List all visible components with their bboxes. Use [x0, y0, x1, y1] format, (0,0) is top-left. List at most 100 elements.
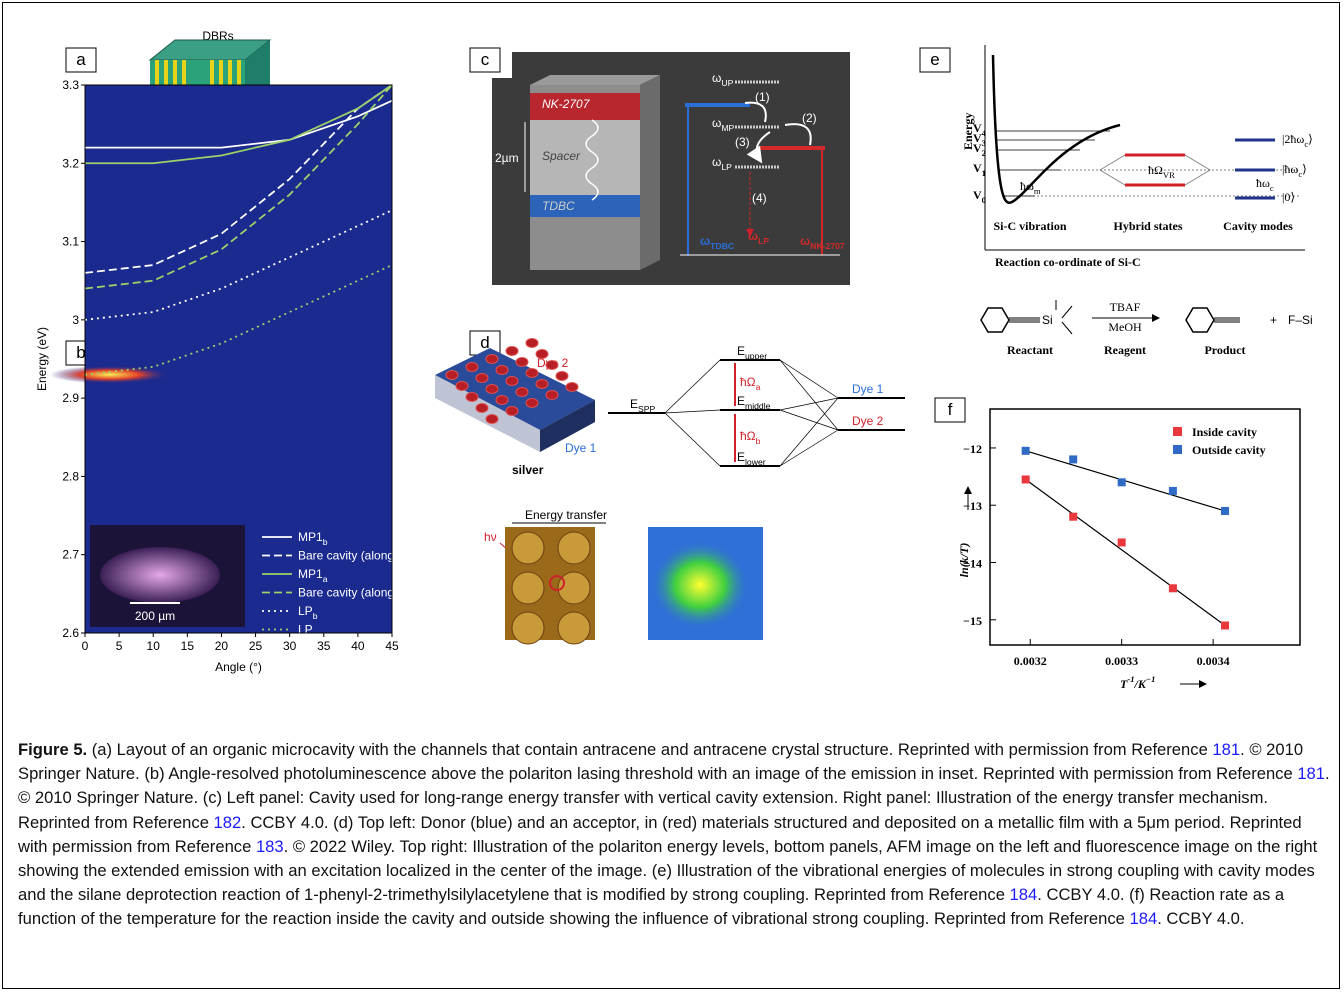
silver-label: silver — [512, 463, 544, 477]
y-tick-label: 3.2 — [62, 156, 79, 170]
text-part: TDBC — [710, 241, 734, 251]
reference-link[interactable]: 184 — [1130, 909, 1158, 928]
y-tick-label: 2.8 — [62, 469, 79, 483]
step-label: (4) — [752, 191, 767, 205]
scale-label: 200 µm — [135, 609, 175, 623]
reference-link[interactable]: 183 — [256, 837, 284, 856]
dye-spot — [546, 391, 558, 400]
text-part: 2 — [982, 148, 986, 158]
text-part: Bare cavity (along — [298, 549, 397, 563]
dye-spot — [526, 399, 538, 408]
text-part: lower — [745, 457, 766, 467]
text-part: ω — [700, 234, 710, 248]
bottom-layer-label: TDBC — [542, 199, 575, 213]
legend-label: Outside cavity — [1192, 443, 1266, 457]
x-tick-label: 10 — [147, 639, 161, 653]
alkyne — [1214, 318, 1240, 322]
dye-spot — [476, 404, 488, 413]
ket-0: |0⟩ — [1282, 190, 1295, 204]
text-part: ω — [712, 116, 721, 130]
text-part: LP — [298, 604, 313, 618]
afm-grain — [512, 572, 544, 604]
text-part: c — [1270, 183, 1274, 193]
x-tick-label: 30 — [283, 639, 297, 653]
stack-top — [530, 75, 660, 85]
data-point — [1069, 513, 1077, 521]
product-label: Product — [1204, 343, 1245, 357]
fsi-label: F–Si — [1288, 313, 1313, 327]
panel-label: b — [76, 343, 85, 362]
text-part: /K — [1134, 677, 1147, 691]
dye-spot — [496, 366, 508, 375]
dye-spot — [536, 380, 548, 389]
y-tick-label: −15 — [963, 614, 982, 628]
emission-spot — [650, 540, 750, 630]
dye-spot — [556, 372, 568, 381]
text-part: |2ħω — [1282, 132, 1304, 146]
ket-2: |2ħωc⟩ — [1282, 132, 1313, 149]
reagent-1: TBAF — [1110, 300, 1141, 314]
step-label: (3) — [735, 135, 750, 149]
panel-label: f — [948, 400, 953, 419]
stack-side — [640, 75, 660, 270]
caption-hybrid: Hybrid states — [1114, 219, 1183, 233]
text-part: ħω — [1256, 176, 1270, 190]
dye-spot — [546, 361, 558, 370]
text-part: ) — [404, 586, 408, 600]
x-tick-label: 0 — [82, 639, 89, 653]
text-part: -1 — [1127, 674, 1134, 684]
caption-text: Figure 5. — [18, 740, 87, 759]
caption-text: . CCBY 4.0. — [1157, 909, 1244, 928]
plus: + — [1270, 313, 1277, 327]
reference-link[interactable]: 184 — [1010, 885, 1038, 904]
level-dye1: Dye 1 — [852, 382, 884, 396]
text-part: |ħω — [1282, 162, 1298, 176]
dye-spot — [506, 377, 518, 386]
figure-caption: Figure 5. (a) Layout of an organic micro… — [18, 738, 1330, 932]
text-part: m — [1034, 186, 1041, 196]
thickness-label: 2µm — [495, 151, 519, 165]
text-part: 1 — [982, 168, 986, 178]
data-point — [1022, 475, 1030, 483]
panel-label: e — [930, 50, 939, 69]
reaction-axis: Reaction co-ordinate of Si-C — [995, 255, 1141, 269]
text-part: −1 — [1146, 674, 1156, 684]
inset-blob — [100, 547, 220, 603]
x-tick-label: 45 — [385, 639, 399, 653]
x-tick-label: 35 — [317, 639, 331, 653]
text-part: V — [973, 188, 982, 202]
text-part: ⟩ — [1308, 132, 1313, 146]
dye-spot — [526, 369, 538, 378]
x-axis-label: T-1/K−1 — [1120, 674, 1155, 691]
step-label: (2) — [802, 111, 817, 125]
e-upper: Eupper — [737, 344, 767, 361]
dye-spot — [566, 383, 578, 392]
spacer-label: Spacer — [542, 149, 581, 163]
y-tick-label: 2.6 — [62, 626, 79, 640]
x-tick-label: 0.0033 — [1105, 654, 1138, 668]
emission-glow — [50, 366, 170, 384]
step-label: (1) — [755, 90, 770, 104]
x-axis-label: Angle (°) — [215, 660, 262, 674]
dye-spot — [466, 393, 478, 402]
text-part: ħΩ — [740, 429, 756, 443]
afm-grain — [558, 532, 590, 564]
reagent-label: Reagent — [1104, 343, 1146, 357]
reference-link[interactable]: 181 — [1297, 764, 1325, 783]
legend-label: Inside cavity — [1192, 425, 1257, 439]
alkyne — [1009, 300, 1072, 334]
text-part: 3 — [982, 138, 987, 148]
text-part: MP1 — [298, 530, 323, 544]
x-tick-label: 0.0032 — [1014, 654, 1047, 668]
afm-grain — [558, 612, 590, 644]
text-part: UP — [721, 78, 733, 88]
reference-link[interactable]: 182 — [214, 813, 242, 832]
x-tick-label: 15 — [181, 639, 195, 653]
text-part: ħΩ — [1148, 163, 1163, 177]
y-tick-label: −12 — [963, 442, 982, 456]
reference-link[interactable]: 181 — [1212, 740, 1240, 759]
text-part: E — [737, 344, 745, 358]
level-v0: V0 — [973, 188, 986, 205]
reagent-2: MeOH — [1108, 320, 1142, 334]
